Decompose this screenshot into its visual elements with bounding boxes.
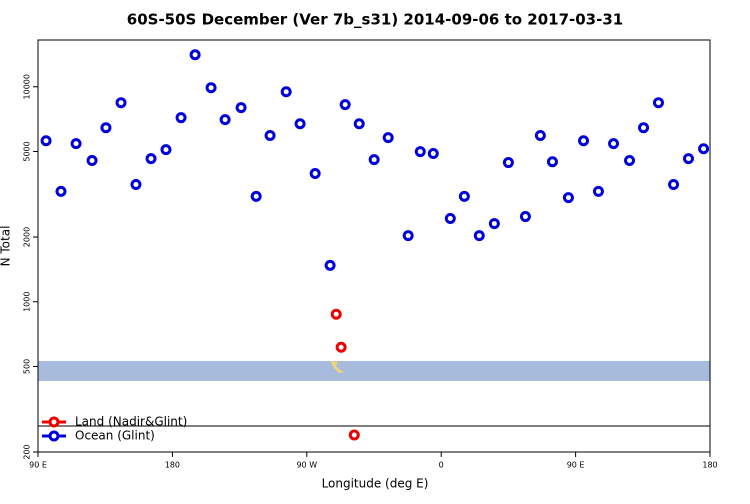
x-tick-label: 180	[702, 461, 717, 470]
x-tick-label: 90 E	[567, 461, 585, 470]
point	[698, 143, 710, 155]
point	[534, 130, 546, 142]
y-tick-label: 500	[23, 359, 32, 374]
point	[638, 122, 650, 134]
point	[624, 154, 636, 166]
point	[353, 118, 365, 130]
point	[519, 211, 531, 223]
point	[330, 308, 342, 320]
point	[546, 156, 558, 168]
point	[219, 114, 231, 126]
point	[339, 99, 351, 111]
point	[578, 135, 590, 147]
point	[414, 146, 426, 158]
point	[130, 179, 142, 191]
point	[264, 130, 276, 142]
point	[160, 144, 172, 156]
point	[309, 167, 321, 179]
point	[668, 179, 680, 191]
point	[205, 82, 217, 94]
point	[235, 102, 247, 114]
point	[473, 230, 485, 242]
y-tick-label: 10000	[23, 74, 32, 99]
point	[608, 138, 620, 150]
x-tick-label: 180	[165, 461, 180, 470]
map-strip	[38, 361, 710, 381]
legend-marker	[48, 430, 60, 442]
point	[348, 429, 360, 441]
x-tick-label: 0	[439, 461, 444, 470]
point	[86, 154, 98, 166]
x-tick-label: 90 E	[29, 461, 47, 470]
y-tick-label: 5000	[23, 141, 32, 161]
x-tick-label: 90 W	[296, 461, 317, 470]
point	[488, 218, 500, 230]
y-tick-label: 1000	[23, 292, 32, 312]
point	[280, 86, 292, 98]
point	[55, 185, 67, 197]
point	[175, 112, 187, 124]
point	[250, 190, 262, 202]
point	[652, 97, 664, 109]
y-axis-label: N Total	[0, 226, 13, 267]
legend-marker	[48, 416, 60, 428]
legend-label: Ocean (Glint)	[75, 429, 155, 443]
chart-title: 60S-50S December (Ver 7b_s31) 2014-09-06…	[127, 11, 623, 29]
plot-frame	[37, 39, 711, 453]
point	[502, 157, 514, 169]
point	[70, 138, 82, 150]
point	[115, 97, 127, 109]
land-patch	[330, 361, 344, 373]
point	[562, 192, 574, 204]
point	[458, 190, 470, 202]
point	[145, 153, 157, 165]
y-tick-label: 2000	[23, 227, 32, 247]
legend-label: Land (Nadir&Glint)	[75, 415, 187, 429]
point	[444, 212, 456, 224]
point	[382, 132, 394, 144]
point	[682, 153, 694, 165]
point	[427, 148, 439, 160]
point	[189, 49, 201, 61]
point	[40, 135, 52, 147]
point	[324, 259, 336, 271]
point	[294, 118, 306, 130]
point	[335, 341, 347, 353]
y-tick-label: 200	[23, 444, 32, 459]
point	[100, 122, 112, 134]
point	[402, 230, 414, 242]
x-axis-label: Longitude (deg E)	[322, 477, 429, 491]
point	[368, 154, 380, 166]
point	[592, 185, 604, 197]
